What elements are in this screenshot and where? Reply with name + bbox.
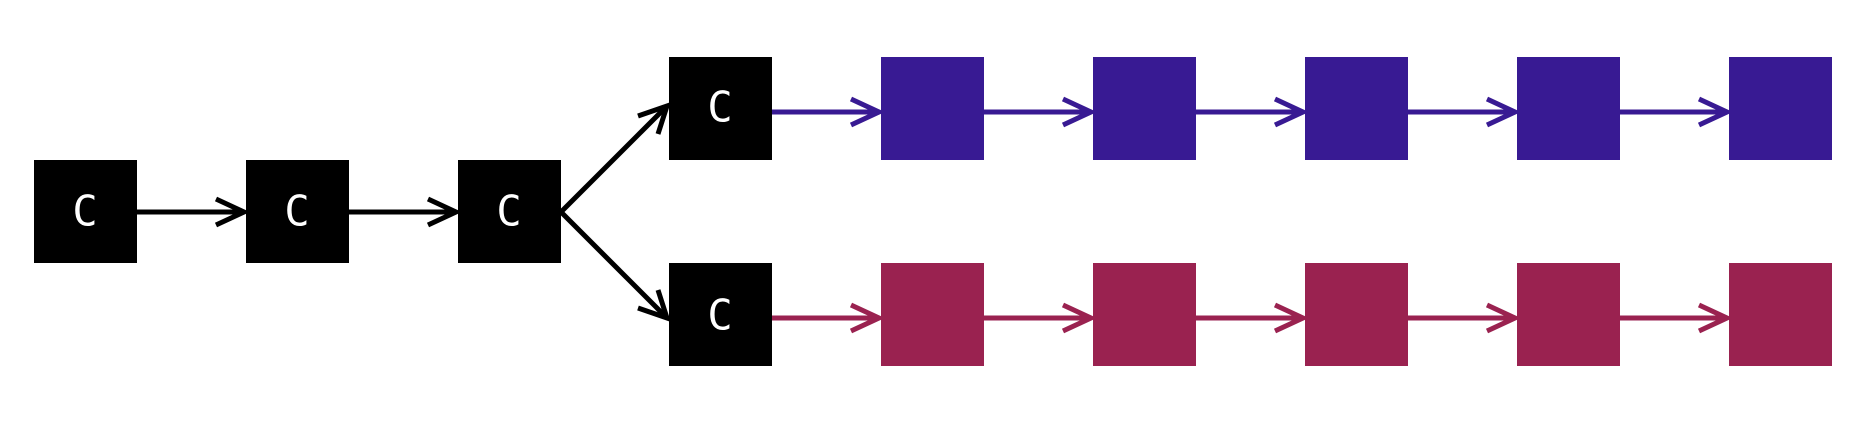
bottom-branch-block-4[interactable]: [1517, 263, 1620, 366]
bottom-branch-arrows: [772, 302, 1733, 334]
bottom-branch-arrowhead-4: [1485, 302, 1521, 334]
commit-node-trunk-3[interactable]: C: [458, 160, 561, 263]
bottom-branch-arrowhead-3: [1273, 302, 1309, 334]
commit-block: [669, 57, 772, 160]
top-branch-block-4[interactable]: [1517, 57, 1620, 160]
bottom-branch-arrowhead-2: [1061, 302, 1097, 334]
bottom-branch-block-2[interactable]: [1093, 263, 1196, 366]
commit-node-top-head[interactable]: C: [669, 57, 772, 160]
commit-node-bottom-head[interactable]: C: [669, 263, 772, 366]
top-branch-arrowhead-3: [1273, 96, 1309, 128]
commit-block: [458, 160, 561, 263]
top-branch-blocks: [881, 57, 1832, 160]
bottom-branch-block-5[interactable]: [1729, 263, 1832, 366]
arrowhead-trunk1-trunk2: [214, 196, 250, 228]
top-branch-arrowhead-2: [1061, 96, 1097, 128]
bottom-branch-block-1[interactable]: [881, 263, 984, 366]
arrow-trunk3-bottomhead: [559, 210, 669, 320]
top-branch-arrowhead-4: [1485, 96, 1521, 128]
bottom-branch-block-3[interactable]: [1305, 263, 1408, 366]
commit-label: C: [72, 187, 97, 236]
commit-block: [669, 263, 772, 366]
commit-label: C: [284, 187, 309, 236]
arrowhead-trunk3-tophead: [637, 102, 671, 135]
commit-label: C: [496, 187, 521, 236]
commit-node-trunk-2[interactable]: C: [246, 160, 349, 263]
top-branch-arrowhead-5: [1697, 96, 1733, 128]
commit-block: [246, 160, 349, 263]
connectors: [137, 102, 671, 322]
arrowhead-trunk2-trunk3: [426, 196, 462, 228]
arrowhead-trunk3-bottomhead: [637, 289, 671, 322]
top-branch-arrows: [772, 96, 1733, 128]
commit-label: C: [707, 291, 732, 340]
arrow-trunk3-tophead: [559, 104, 669, 214]
bottom-branch-blocks: [881, 263, 1832, 366]
commit-label: C: [707, 83, 732, 132]
commit-block: [34, 160, 137, 263]
bottom-branch-arrowhead-5: [1697, 302, 1733, 334]
commit-node-trunk-1[interactable]: C: [34, 160, 137, 263]
top-branch-block-5[interactable]: [1729, 57, 1832, 160]
top-branch-arrowhead-1: [849, 96, 885, 128]
top-branch-block-1[interactable]: [881, 57, 984, 160]
top-branch-block-3[interactable]: [1305, 57, 1408, 160]
top-branch-block-2[interactable]: [1093, 57, 1196, 160]
bottom-branch-arrowhead-1: [849, 302, 885, 334]
